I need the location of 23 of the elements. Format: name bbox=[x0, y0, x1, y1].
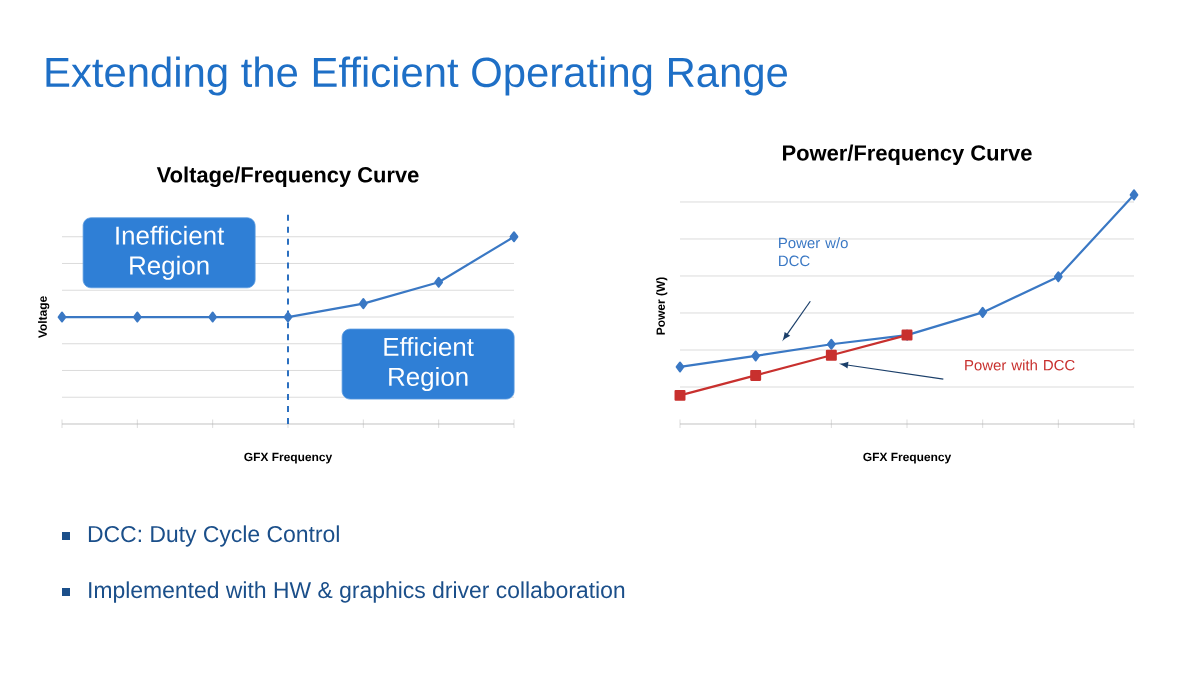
point bbox=[674, 389, 686, 401]
point bbox=[208, 311, 218, 323]
text: Extending the Efficient Operating Range bbox=[46, 56, 787, 96]
point bbox=[132, 311, 142, 323]
point bbox=[825, 349, 837, 361]
annotation: Inefficient Region bbox=[116, 225, 225, 280]
point bbox=[434, 276, 444, 288]
point bbox=[1129, 189, 1139, 201]
annotation: Efficient Region bbox=[384, 337, 474, 392]
point bbox=[826, 338, 836, 350]
point bbox=[283, 311, 293, 323]
chart-title: Power/Frequency Curve bbox=[783, 144, 1032, 165]
chart-title: Voltage/Frequency Curve bbox=[156, 166, 419, 188]
point bbox=[675, 361, 685, 373]
point bbox=[509, 231, 519, 243]
text: Implemented with HW & graphics driver collaboration bbox=[89, 581, 625, 603]
point bbox=[1053, 271, 1063, 283]
point bbox=[751, 350, 761, 362]
point bbox=[978, 306, 988, 318]
text: DCC: Duty Cycle Control bbox=[88, 525, 339, 547]
point bbox=[750, 369, 762, 381]
point bbox=[358, 298, 368, 310]
point bbox=[57, 311, 67, 323]
